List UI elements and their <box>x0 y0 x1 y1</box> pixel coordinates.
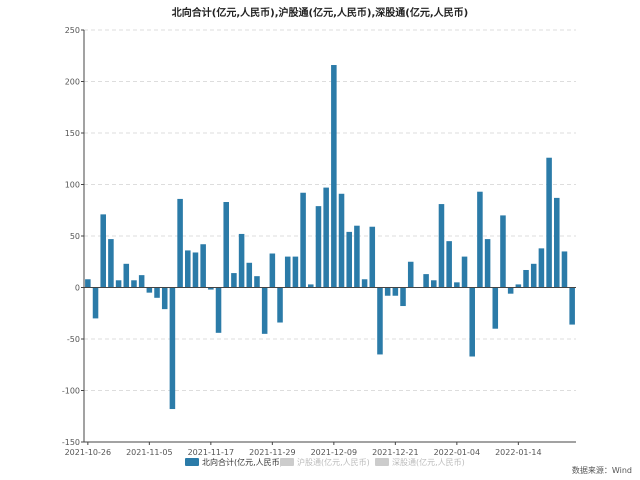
bar <box>477 191 483 288</box>
bar <box>100 214 106 288</box>
legend-swatch <box>375 458 389 466</box>
legend-label: 深股通(亿元,人民币) <box>392 457 465 467</box>
x-tick-label: 2021-11-05 <box>126 448 173 457</box>
bars <box>85 65 575 410</box>
bar <box>507 287 514 294</box>
bar <box>515 284 522 288</box>
bar <box>369 226 376 288</box>
bar <box>346 231 352 288</box>
bar <box>284 256 291 288</box>
bar <box>500 215 506 288</box>
bar <box>92 287 99 319</box>
bar <box>400 287 406 307</box>
bar <box>269 253 276 288</box>
bar <box>438 204 445 288</box>
x-tick-label: 2022-01-14 <box>495 448 542 457</box>
bar <box>238 233 245 288</box>
bar <box>138 275 145 288</box>
bar <box>169 287 176 410</box>
y-tick-labels: -150 -100 -50 0 50 100 150 200 250 <box>62 26 80 447</box>
y-tick-label: 200 <box>65 78 80 87</box>
bar <box>292 256 299 288</box>
bar <box>554 197 560 288</box>
axes <box>81 29 576 445</box>
bar <box>354 225 360 288</box>
y-tick-label: -50 <box>67 335 80 344</box>
source-note: 数据来源：Wind <box>571 466 632 475</box>
legend-swatch <box>280 458 294 466</box>
x-tick-label: 2022-01-04 <box>434 448 481 457</box>
bar <box>384 287 391 296</box>
bar <box>392 287 399 296</box>
bar <box>561 251 568 288</box>
legend-item[interactable]: 深股通(亿元,人民币) <box>375 457 465 467</box>
bar <box>338 193 345 288</box>
y-tick-label: -150 <box>62 438 80 447</box>
bar <box>446 241 452 288</box>
bar <box>300 192 306 288</box>
chart-title: 北向合计(亿元,人民币),沪股通(亿元,人民币),深股通(亿元,人民币) <box>171 8 469 19</box>
bar <box>469 287 475 357</box>
x-tick-label: 2021-10-26 <box>65 448 112 457</box>
bar <box>254 276 260 288</box>
bar <box>569 287 575 325</box>
x-tick-labels: 2021-10-26 2021-11-05 2021-11-17 2021-11-29… <box>65 448 542 457</box>
bar <box>115 280 122 288</box>
bar <box>231 273 237 288</box>
legend-label: 北向合计(亿元,人民币) <box>202 457 283 467</box>
bar <box>177 198 183 288</box>
bar <box>123 263 130 288</box>
bar <box>192 252 199 288</box>
bar <box>154 287 160 298</box>
bar <box>85 279 91 288</box>
bar <box>538 248 545 288</box>
bar <box>431 280 437 288</box>
legend-label: 沪股通(亿元,人民币) <box>297 457 370 467</box>
bar <box>200 244 206 288</box>
bar <box>315 206 322 288</box>
bar <box>492 287 499 329</box>
bar <box>161 287 168 310</box>
bar <box>377 287 383 355</box>
bar <box>223 202 229 288</box>
y-tick-label: 50 <box>70 232 80 241</box>
bar <box>277 287 283 323</box>
bar <box>185 250 191 288</box>
x-tick-label: 2021-12-21 <box>372 448 419 457</box>
y-tick-label: 250 <box>65 26 80 35</box>
bar <box>546 157 552 288</box>
x-tick-label: 2021-12-09 <box>311 448 358 457</box>
bar <box>261 287 268 334</box>
y-tick-label: 0 <box>75 284 80 293</box>
bar <box>454 282 460 288</box>
legend[interactable]: 北向合计(亿元,人民币) 沪股通(亿元,人民币) 深股通(亿元,人民币) <box>185 457 465 467</box>
bar <box>131 280 137 288</box>
bar <box>323 187 329 288</box>
y-tick-label: 100 <box>65 181 80 190</box>
legend-item[interactable]: 北向合计(亿元,人民币) <box>185 457 283 467</box>
legend-item[interactable]: 沪股通(亿元,人民币) <box>280 457 370 467</box>
bar <box>407 261 414 288</box>
bar <box>208 287 214 290</box>
x-tick-label: 2021-11-17 <box>188 448 235 457</box>
bar <box>108 239 114 288</box>
bar <box>423 274 429 288</box>
y-tick-label: -100 <box>62 387 80 396</box>
bar <box>361 279 368 288</box>
bar <box>331 65 337 288</box>
bar <box>484 239 491 288</box>
bar <box>461 256 468 288</box>
x-tick-label: 2021-11-29 <box>249 448 296 457</box>
bar <box>530 263 537 288</box>
bar <box>246 262 253 288</box>
bar <box>308 284 314 288</box>
bar <box>146 287 153 293</box>
legend-swatch <box>185 458 199 466</box>
y-tick-label: 150 <box>65 129 80 138</box>
bar <box>523 269 529 288</box>
bar <box>215 287 222 333</box>
